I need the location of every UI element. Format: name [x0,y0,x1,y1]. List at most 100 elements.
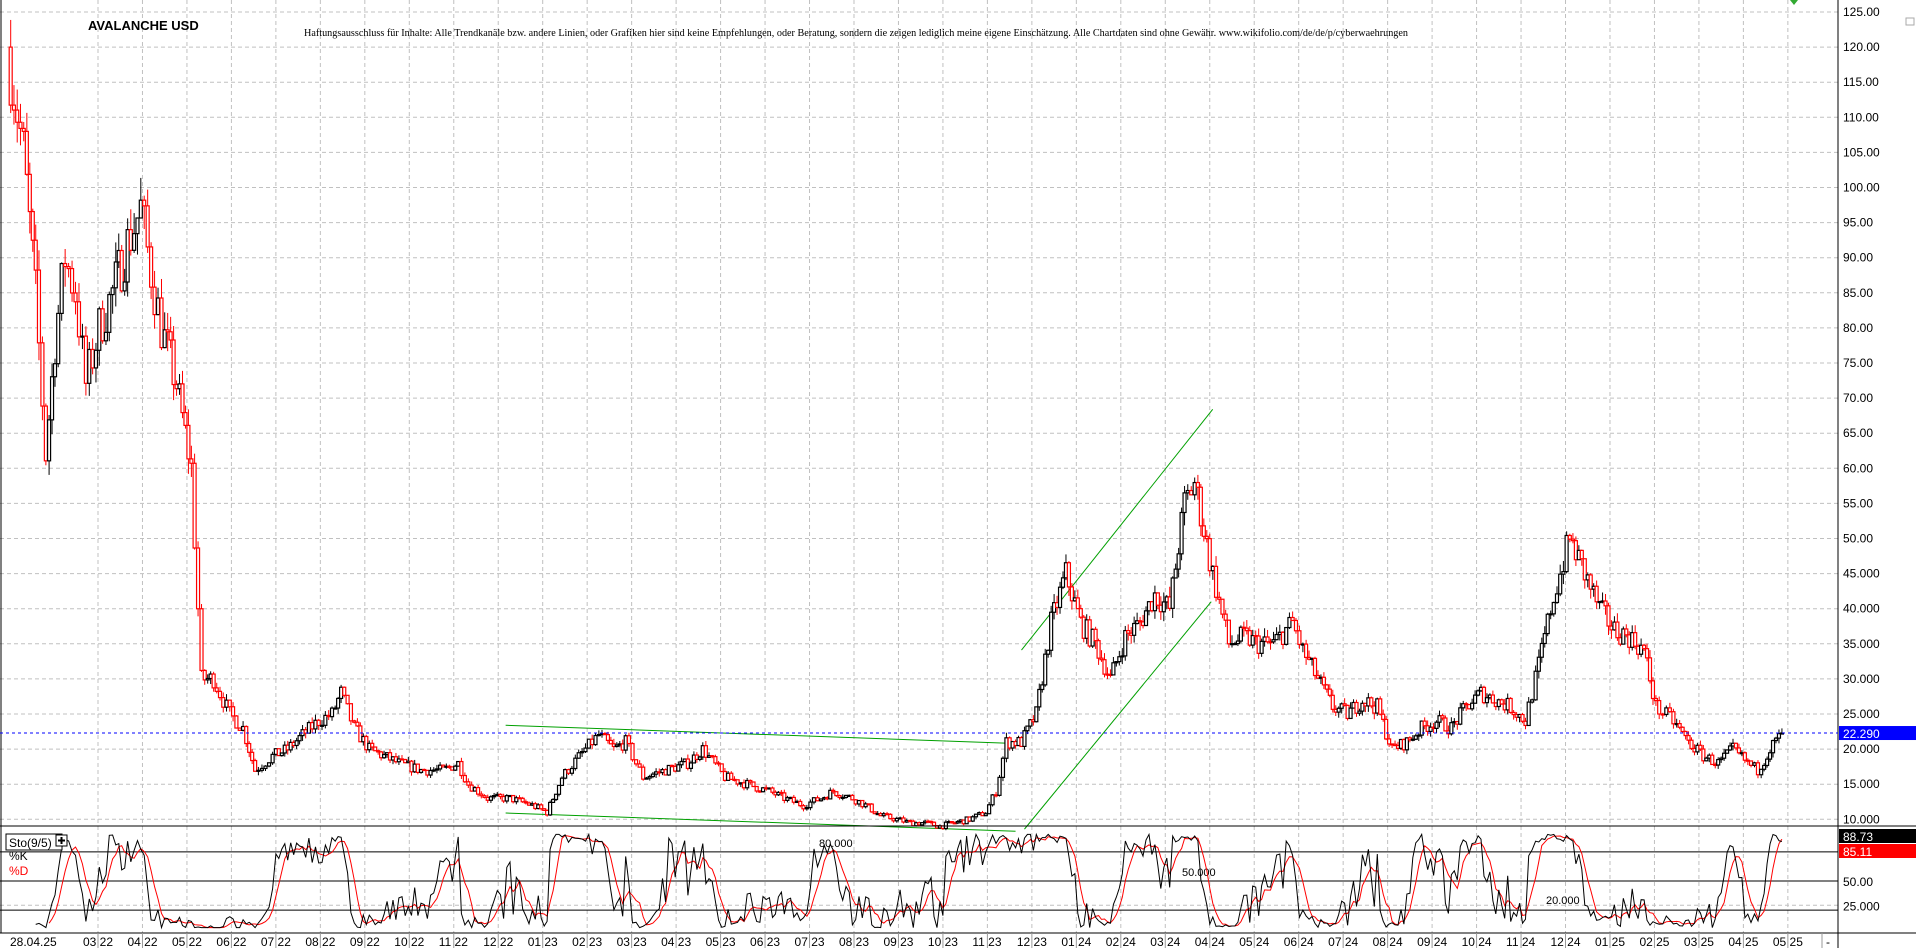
candle-body [1235,640,1241,645]
candle [1653,695,1659,706]
candle-body [122,281,127,292]
trendline[interactable] [505,812,1016,832]
candle-body [1117,656,1122,663]
candle-body [256,769,261,772]
candle [162,312,167,349]
candle-body [171,339,176,386]
candle [808,799,813,811]
candle [837,794,842,800]
candle-body [276,748,281,757]
candle [888,813,893,820]
candle-body [748,779,753,783]
candle [1511,710,1516,720]
candle [1182,485,1187,526]
candle-body [504,795,509,802]
candle-body [1043,653,1048,686]
candle-body [1762,764,1767,770]
collapse-icon[interactable] [1905,17,1915,26]
candle [1265,629,1270,644]
candle [24,112,29,176]
candle-body [1484,697,1490,704]
candle [703,741,708,762]
candle [641,764,646,781]
candle [1226,619,1231,648]
candle-body [673,765,678,772]
candle [741,779,747,791]
sto-k-value: 88.73 [1843,830,1873,844]
candle-body [1449,722,1454,735]
candle [211,671,216,692]
candle [1099,650,1104,662]
x-tick-label: 07 24 [1328,935,1358,948]
candle-body [1176,553,1181,570]
candle [125,218,130,297]
candle [145,189,150,253]
candle-body [1244,627,1249,632]
sto-d-line [48,834,1783,929]
candle [1536,649,1541,679]
candle-body [955,820,960,824]
trendline[interactable] [1024,601,1212,830]
candle-body [626,735,632,745]
candle [227,699,232,712]
candle [1567,533,1572,543]
candle-body [1189,489,1194,496]
candle-body [633,759,639,765]
candle [1195,474,1200,500]
candle-body [1606,605,1611,627]
candle [1179,507,1184,561]
legend-d: %D [9,864,29,878]
candle-body [415,763,420,774]
trendline[interactable] [505,724,1016,744]
candle-body [24,130,29,175]
candle-body [1755,762,1761,776]
candle-body [498,793,503,798]
candle-body [608,739,613,745]
candle-body [1554,593,1560,604]
candle [1327,684,1332,698]
candle [828,787,833,800]
candle-body [59,262,64,315]
candle [1716,757,1721,769]
candle-body [189,458,194,464]
candle [63,249,68,287]
candle [1660,712,1665,719]
x-tick-label: 04 25 [1728,935,1758,948]
candle [1588,573,1593,599]
y-tick-label: 25.000 [1843,707,1880,721]
candle [159,278,164,351]
candle [128,209,133,256]
candle-body [566,769,571,774]
candle-body [741,782,747,789]
candle [186,409,191,474]
x-tick-label: 05 24 [1239,935,1269,948]
candle [107,291,112,342]
candle [869,803,874,813]
candle [1539,637,1544,663]
candle [1621,626,1626,645]
candle-body [569,767,575,774]
candle [860,799,865,809]
candle [647,774,652,781]
candle [348,703,354,725]
candle-body [418,768,424,774]
y-tick-label: 120.00 [1843,40,1880,54]
candle [1710,752,1715,766]
candle [462,772,467,783]
candle-body [1069,586,1074,602]
candle [630,742,635,762]
candle [342,686,347,698]
x-tick-label: 07 22 [261,935,291,948]
candle [1561,560,1566,585]
candle [811,797,817,805]
candle [1558,564,1563,597]
candle [970,815,975,823]
candle [1123,625,1128,661]
y-tick-label: 10.000 [1843,812,1880,826]
candle [576,749,581,759]
x-tick-label: 03 24 [1150,935,1180,948]
candle [719,763,724,773]
candle-body [1277,631,1282,636]
candle-body [323,714,328,726]
